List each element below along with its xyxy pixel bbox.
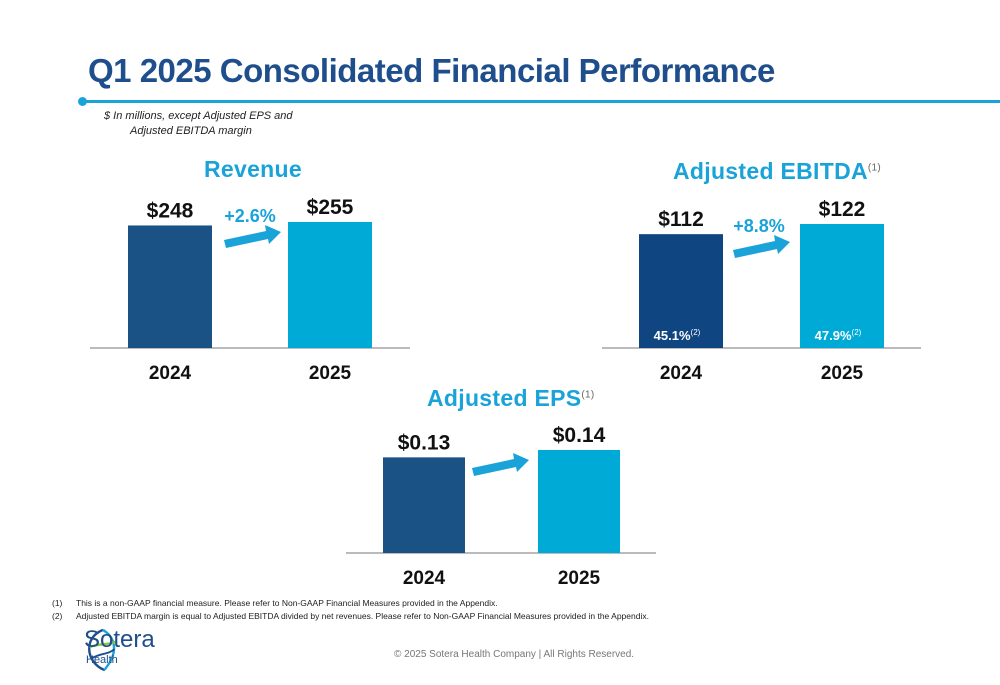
ebitda-category-label-2024: 2024 (660, 363, 703, 384)
page-title: Q1 2025 Consolidated Financial Performan… (88, 52, 775, 89)
eps-value-label-2025: $0.14 (553, 424, 606, 447)
eps-bar-2024 (383, 457, 465, 553)
eps-value-label-2024: $0.13 (398, 431, 451, 454)
copyright-text: © 2025 Sotera Health Company | All Right… (394, 649, 635, 660)
eps-category-label-2025: 2025 (558, 568, 601, 589)
ebitda-footnote-ref: (1) (867, 162, 882, 174)
ebitda-chart: $112 2024 45.1%(2) $122 2025 47.9%(2) +8.8% (602, 198, 921, 384)
sotera-logo-icon (88, 628, 117, 672)
ebitda-margin-label-2024: 45.1%(2) (654, 328, 701, 343)
ebitda-bar-2025 (800, 224, 884, 348)
units-note-line-1: $ In millions, except Adjusted EPS and (104, 110, 293, 122)
ebitda-value-label-2025: $122 (819, 198, 866, 221)
title-rule (84, 100, 1000, 103)
revenue-value-label-2024: $248 (147, 199, 194, 222)
revenue-category-label-2025: 2025 (309, 363, 352, 384)
ebitda-bar-2024 (639, 234, 723, 348)
eps-footnote-ref: (1) (581, 389, 595, 401)
eps-chart: $0.13 2024 $0.14 2025 (346, 424, 656, 589)
footnote-2: (2) Adjusted EBITDA margin is equal to Ad… (52, 611, 649, 621)
revenue-value-label-2025: $255 (307, 196, 354, 219)
logo-wordmark: Sotera (84, 626, 155, 653)
title-rule-dot (78, 97, 87, 106)
eps-chart-title: Adjusted EPS(1) (427, 385, 595, 411)
eps-growth-arrow-icon (472, 453, 529, 476)
revenue-category-label-2024: 2024 (149, 363, 192, 384)
footnote-1: (1) This is a non-GAAP financial measure.… (52, 598, 498, 608)
revenue-growth-label: +2.6% (224, 206, 276, 226)
ebitda-value-label-2024: $112 (658, 208, 704, 231)
revenue-bar-2024 (128, 225, 212, 348)
logo-subtitle: Health (86, 654, 118, 666)
revenue-chart-title: Revenue (204, 156, 302, 182)
revenue-growth-arrow-icon (224, 225, 281, 248)
ebitda-growth-label: +8.8% (733, 216, 785, 236)
revenue-bar-2025 (288, 222, 372, 348)
eps-category-label-2024: 2024 (403, 568, 446, 589)
ebitda-category-label-2025: 2025 (821, 363, 864, 384)
ebitda-margin-label-2025: 47.9%(2) (815, 328, 862, 343)
units-note-line-2: Adjusted EBITDA margin (130, 125, 252, 137)
ebitda-chart-title: Adjusted EBITDA(1) (673, 158, 882, 184)
eps-bar-2025 (538, 450, 620, 553)
ebitda-growth-arrow-icon (733, 235, 790, 258)
revenue-chart: $248 2024 $255 2025 +2.6% (90, 196, 410, 384)
